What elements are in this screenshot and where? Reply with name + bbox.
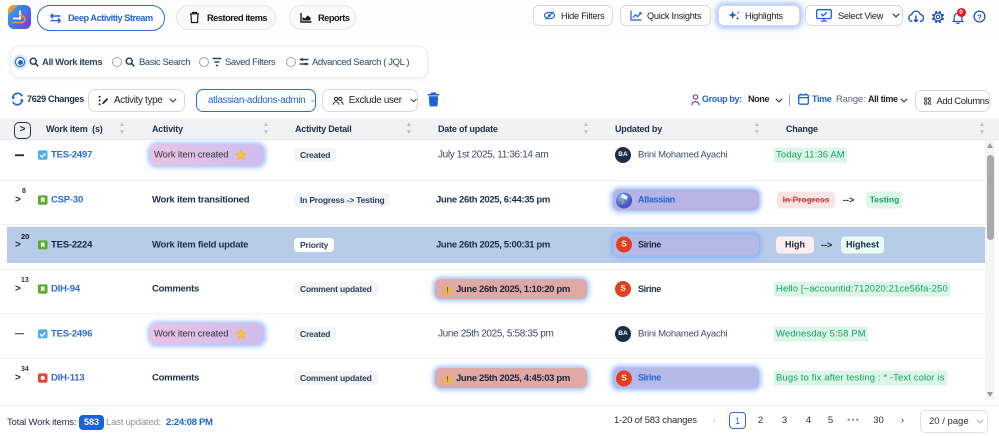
svg-text:?: ? [977,12,982,21]
